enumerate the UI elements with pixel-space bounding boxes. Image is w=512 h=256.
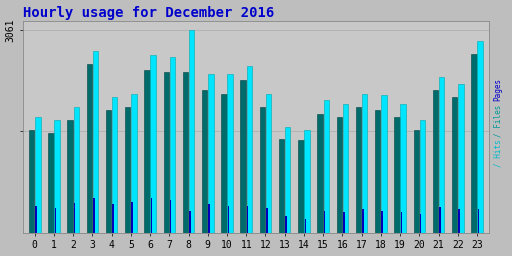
Bar [131, 94, 137, 233]
Bar [208, 204, 210, 233]
Bar [414, 130, 419, 233]
Text: Pages: Pages [493, 78, 502, 101]
Text: Hourly usage for December 2016: Hourly usage for December 2016 [23, 6, 274, 19]
Bar [208, 74, 214, 233]
Bar [189, 30, 195, 233]
Bar [247, 66, 252, 233]
Bar [151, 198, 152, 233]
Bar [132, 202, 133, 233]
Bar [169, 57, 175, 233]
Bar [266, 94, 271, 233]
Bar [144, 70, 150, 233]
Bar [74, 107, 79, 233]
Bar [163, 72, 169, 233]
Bar [452, 97, 457, 233]
Bar [420, 214, 421, 233]
Bar [221, 94, 227, 233]
Bar [112, 97, 117, 233]
Bar [356, 107, 361, 233]
Bar [477, 41, 483, 233]
Bar [285, 216, 287, 233]
Text: / Files: / Files [493, 104, 502, 136]
Bar [458, 84, 463, 233]
Bar [266, 208, 268, 233]
Bar [394, 117, 400, 233]
Bar [298, 140, 304, 233]
Bar [87, 64, 92, 233]
Bar [439, 207, 441, 233]
Bar [35, 206, 37, 233]
Bar [400, 104, 406, 233]
Bar [317, 113, 323, 233]
Bar [471, 54, 477, 233]
Bar [362, 209, 364, 233]
Bar [478, 209, 479, 233]
Bar [183, 72, 188, 233]
Bar [336, 117, 342, 233]
Bar [375, 110, 380, 233]
Bar [260, 107, 265, 233]
Text: / Hits: / Hits [493, 140, 502, 167]
Bar [54, 120, 60, 233]
Bar [151, 55, 156, 233]
Bar [401, 212, 402, 233]
Bar [48, 133, 54, 233]
Bar [227, 74, 233, 233]
Bar [420, 120, 425, 233]
Bar [343, 212, 345, 233]
Bar [35, 117, 40, 233]
Bar [279, 139, 284, 233]
Bar [247, 206, 248, 233]
Bar [324, 211, 325, 233]
Bar [241, 80, 246, 233]
Bar [285, 127, 290, 233]
Bar [93, 198, 95, 233]
Bar [170, 200, 172, 233]
Bar [381, 211, 383, 233]
Bar [29, 130, 34, 233]
Bar [106, 110, 111, 233]
Bar [439, 77, 444, 233]
Bar [74, 203, 75, 233]
Bar [112, 204, 114, 233]
Bar [362, 94, 368, 233]
Bar [202, 90, 207, 233]
Bar [125, 107, 131, 233]
Bar [433, 90, 438, 233]
Bar [381, 95, 387, 233]
Bar [68, 120, 73, 233]
Bar [189, 211, 190, 233]
Bar [228, 206, 229, 233]
Bar [324, 100, 329, 233]
Bar [305, 219, 306, 233]
Bar [93, 50, 98, 233]
Bar [304, 130, 310, 233]
Bar [458, 209, 460, 233]
Bar [55, 208, 56, 233]
Bar [343, 104, 348, 233]
